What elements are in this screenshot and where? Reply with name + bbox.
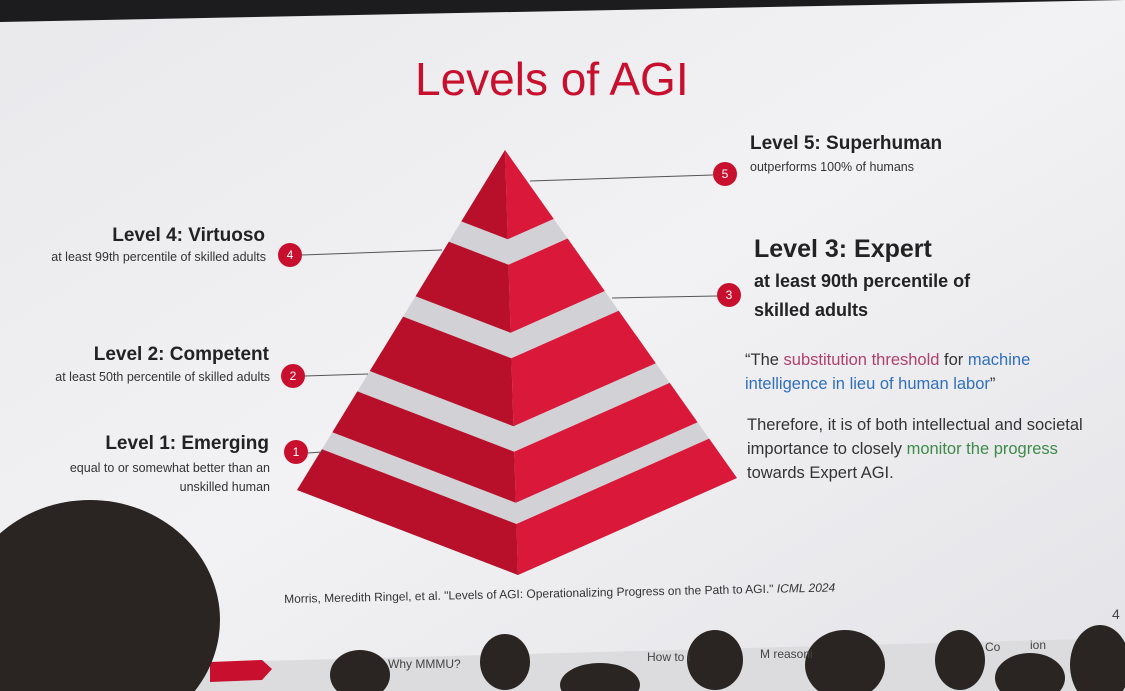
level-description: at least 99th percentile of skilled adul… [51, 250, 266, 264]
quote-text: for [939, 351, 968, 369]
quote-highlight: substitution threshold [783, 351, 940, 369]
nav-item: M reasoni [760, 647, 813, 661]
level-description: at least 90th percentile of skilled adul… [754, 271, 971, 320]
nav-item: Co [985, 640, 1001, 654]
slide-title: Levels of AGI [415, 53, 689, 105]
level-description: outperforms 100% of humans [750, 160, 914, 174]
tier-left-face [461, 150, 508, 240]
level-name: Level 1: Emerging [105, 433, 269, 454]
level-badge: 2 [281, 364, 305, 388]
tier-left-face [415, 241, 511, 333]
level-name: Level 3: Expert [754, 235, 932, 263]
level-name: Level 5: Superhuman [750, 133, 943, 154]
level-description: at least 50th percentile of skilled adul… [55, 370, 270, 384]
pyramid [297, 150, 737, 575]
quote: “The substitution threshold for machine … [745, 348, 1065, 396]
level-name: Level 2: Competent [93, 344, 269, 365]
page-number: 4 [1112, 606, 1120, 622]
conclusion-highlight: monitor the progress [906, 440, 1058, 458]
quote-text: ” [989, 375, 996, 393]
tier-left-face [332, 391, 516, 503]
nav-item: ion [1030, 638, 1047, 652]
leader-lines [301, 174, 718, 454]
tier-right-face [508, 238, 605, 333]
level-badge: 5 [713, 162, 737, 186]
tier-right-face [514, 382, 698, 503]
citation-venue: ICML 2024 [776, 580, 836, 596]
conclusion: Therefore, it is of both intellectual an… [747, 413, 1102, 485]
conclusion-text: towards Expert AGI. [747, 464, 894, 482]
tier-left-face [297, 449, 518, 575]
tier-right-face [511, 310, 656, 427]
audience [0, 500, 1125, 691]
level-badge: 3 [717, 283, 741, 307]
quote-highlight: machine intelligence in lieu of human la… [745, 351, 1031, 393]
level-badge: 4 [278, 243, 302, 267]
nav-item: Why MMMU? [388, 657, 461, 671]
tier-right-face [516, 438, 737, 575]
level-name: Level 4: Virtuoso [112, 225, 265, 246]
nav-item: How to i [647, 650, 691, 664]
level-description: equal to or somewhat better than an unsk… [69, 461, 270, 494]
level-badge: 1 [284, 440, 308, 464]
conclusion-text: Therefore, it is of both intellectual an… [747, 416, 1083, 458]
tier-left-face [369, 316, 514, 427]
nav-arrow [210, 660, 272, 682]
quote-text: “The [745, 351, 784, 369]
tier-right-face [505, 150, 554, 240]
